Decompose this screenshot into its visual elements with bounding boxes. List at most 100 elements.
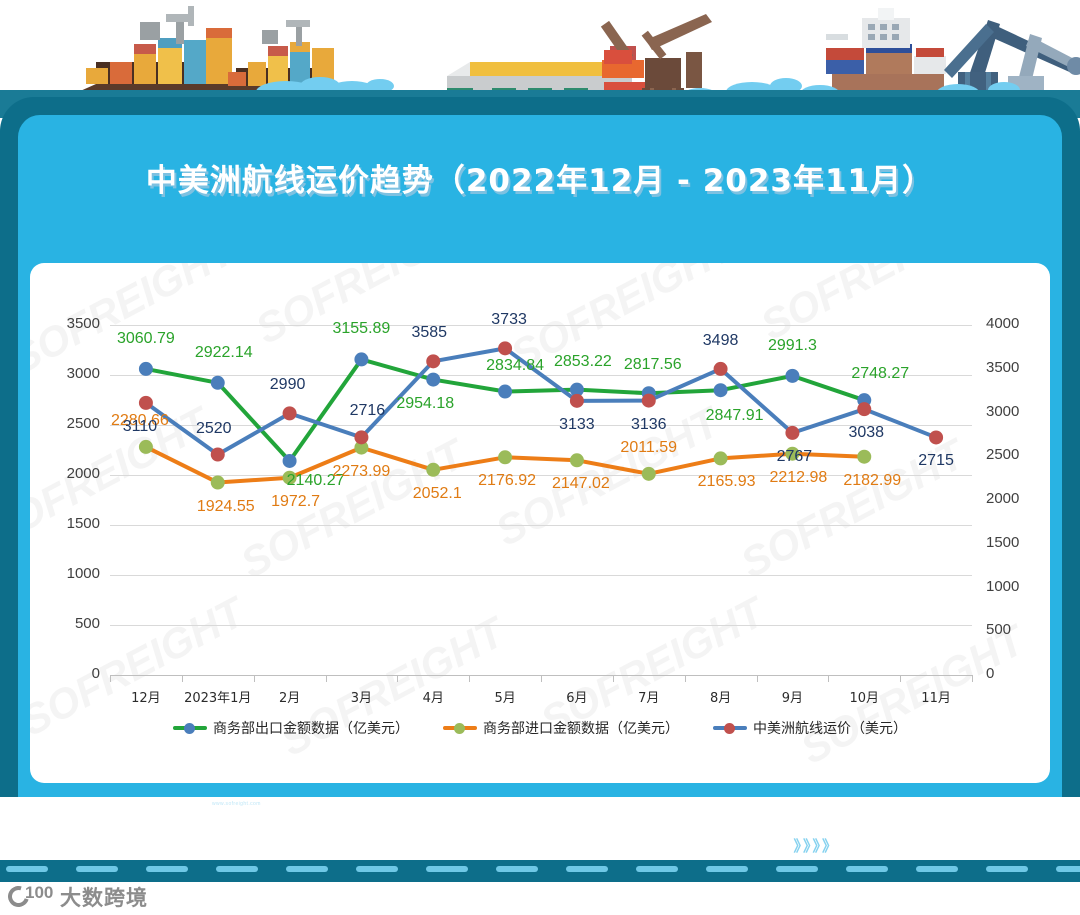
data-point-marker[interactable]	[641, 393, 656, 408]
data-point-marker[interactable]	[641, 466, 656, 481]
data-point-marker[interactable]	[354, 352, 369, 367]
data-point-marker[interactable]	[138, 395, 153, 410]
plot-area: 0 500 1000 1500 2000 2500 3000 3500 0 500 1000 150…	[67, 311, 1020, 706]
data-point-marker[interactable]	[713, 383, 728, 398]
data-label: 2767	[776, 447, 813, 465]
inner-frame: 中美洲航线运价趋势（2022年12月 - 2023年11月） SOFREIGHT…	[18, 115, 1062, 859]
data-point-marker[interactable]	[929, 430, 944, 445]
dash-mark	[76, 866, 118, 872]
data-label: 2748.27	[851, 365, 910, 383]
chart-panel: SOFREIGHT SOFREIGHT SOFREIGHT SOFREIGHT …	[30, 263, 1050, 783]
data-label: 2716	[349, 402, 386, 420]
legend-marker-icon	[443, 721, 477, 735]
data-point-marker[interactable]	[426, 372, 441, 387]
data-label: 3133	[559, 415, 595, 433]
x-tick	[612, 675, 614, 682]
dashu-brand-text: 大数跨境	[60, 886, 148, 910]
bottom-left-watermark: 100 大数跨境	[4, 882, 148, 912]
disclaimer-line-1: （以上信息来源为部分市场信息，不代表运价排名情况）	[658, 811, 1034, 829]
data-point-marker[interactable]	[138, 361, 153, 376]
page-title: 中美洲航线运价趋势（2022年12月 - 2023年11月）	[145, 163, 935, 199]
y-tick-right: 3000	[986, 402, 1020, 420]
data-point-marker[interactable]	[569, 393, 584, 408]
data-point-marker[interactable]	[282, 453, 297, 468]
data-label: 2922.14	[194, 343, 253, 361]
dash-mark	[6, 866, 48, 872]
data-label: 2954.18	[396, 394, 455, 412]
data-point-marker[interactable]	[426, 354, 441, 369]
data-label: 1924.55	[196, 497, 255, 515]
legend-dot	[454, 723, 465, 734]
data-point-marker[interactable]	[282, 470, 297, 485]
legend-item-1[interactable]: 商务部进口金额数据（亿美元）	[443, 718, 679, 738]
x-axis-label: 8月	[709, 691, 732, 706]
y-tick-left: 3000	[66, 365, 100, 382]
x-tick	[181, 675, 183, 682]
data-point-marker[interactable]	[282, 406, 297, 421]
data-point-marker[interactable]	[713, 361, 728, 376]
grid-line	[110, 475, 972, 476]
dash-mark	[566, 866, 608, 872]
dash-mark	[986, 866, 1028, 872]
data-point-marker[interactable]	[498, 384, 513, 399]
data-point-marker[interactable]	[498, 341, 513, 356]
data-label: 2990	[269, 376, 306, 394]
x-axis-label: 4月	[422, 691, 444, 706]
data-label: 2817.56	[623, 356, 682, 374]
y-tick-right: 1000	[986, 577, 1020, 595]
data-point-marker[interactable]	[785, 446, 800, 461]
y-tick-right: 2500	[986, 446, 1020, 464]
data-label: 3585	[411, 324, 448, 342]
data-label: 2147.02	[551, 475, 610, 493]
y-tick-right: 1500	[986, 533, 1020, 551]
chart-legend[interactable]: 商务部出口金额数据（亿美元） 商务部进口金额数据（亿美元） 中美洲航线运价（美元）	[30, 718, 1050, 738]
series-lines	[138, 341, 944, 490]
data-point-marker[interactable]	[210, 375, 225, 390]
legend-item-2[interactable]: 中美洲航线运价（美元）	[713, 718, 907, 738]
data-point-marker[interactable]	[426, 462, 441, 477]
y-tick-left: 1000	[66, 565, 100, 582]
data-point-marker[interactable]	[210, 475, 225, 490]
x-axis-label: 12月	[131, 691, 161, 706]
data-point-marker[interactable]	[138, 439, 153, 454]
dash-mark	[706, 866, 748, 872]
data-label: 2165.93	[697, 473, 756, 491]
y-tick-left: 2500	[66, 415, 100, 432]
data-point-marker[interactable]	[569, 382, 584, 397]
x-axis-label: 10月	[849, 691, 880, 706]
dash-mark	[216, 866, 258, 872]
legend-label: 商务部出口金额数据（亿美元）	[213, 721, 409, 737]
data-label: 2520	[195, 419, 232, 437]
y-tick-left: 2000	[66, 465, 100, 482]
y-tick-left: 1500	[66, 515, 100, 532]
sofreight-logo[interactable]: www.sofreight.com 搜航网 SOFREIGHT	[44, 801, 284, 867]
data-point-marker[interactable]	[785, 368, 800, 383]
data-point-marker[interactable]	[857, 402, 872, 417]
dash-mark	[636, 866, 678, 872]
data-point-marker[interactable]	[785, 425, 800, 440]
data-label: 3155.89	[332, 320, 391, 338]
data-point-marker[interactable]	[713, 451, 728, 466]
disclaimer-line-2: 》》》》数据最终解释权归搜航网所有	[659, 833, 1034, 859]
legend-item-0[interactable]: 商务部出口金额数据（亿美元）	[173, 718, 409, 738]
data-point-marker[interactable]	[210, 447, 225, 462]
data-point-marker[interactable]	[354, 430, 369, 445]
data-label: 2182.99	[843, 471, 902, 489]
data-point-marker[interactable]	[857, 449, 872, 464]
data-point-marker[interactable]	[354, 440, 369, 455]
dash-mark	[426, 866, 468, 872]
data-label: 2176.92	[478, 472, 536, 490]
data-label: 3060.79	[116, 329, 175, 347]
dash-mark	[286, 866, 328, 872]
data-point-marker[interactable]	[498, 450, 513, 465]
data-label: 3498	[702, 331, 739, 349]
logo-wordmark: SOFREIGHT	[44, 821, 284, 859]
data-label: 2011.59	[620, 438, 678, 456]
dash-mark	[776, 866, 818, 872]
y-tick-right: 500	[986, 621, 1012, 639]
gantry-cranes-icon	[944, 20, 1080, 106]
dashed-edge	[0, 860, 1080, 882]
data-label: 3733	[491, 311, 527, 329]
x-tick	[756, 675, 758, 682]
data-point-marker[interactable]	[569, 453, 584, 468]
